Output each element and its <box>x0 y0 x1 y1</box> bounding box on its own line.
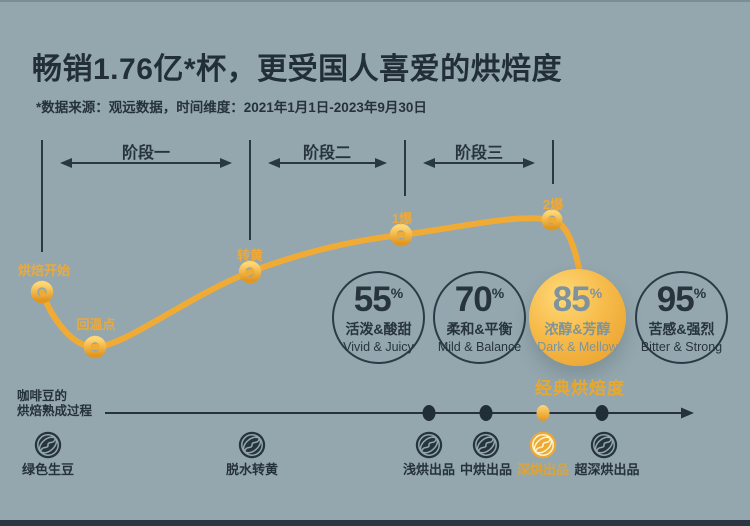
roast-level-english: Mild & Balance <box>437 339 522 354</box>
label-first-crack: 1爆 <box>391 211 413 226</box>
stage-arrow-2 <box>268 158 387 168</box>
curve-point-yellowing <box>238 260 262 284</box>
roast-level-english: Vivid & Juicy <box>343 339 414 354</box>
classic-roast-label: 经典烘焙度 <box>535 379 625 398</box>
curve-point-second-crack <box>541 209 563 231</box>
roast-level-english: Bitter & Strong <box>640 339 723 354</box>
roast-level-55-circle: 55% 活泼&酸甜 Vivid & Juicy <box>332 271 425 364</box>
curve-point-roast-start <box>30 280 54 304</box>
coffee-bean-icon <box>415 431 443 459</box>
roast-level-95-circle: 95% 苦感&强烈 Bitter & Strong <box>635 271 728 364</box>
label-roast-start: 烘焙开始 <box>17 263 71 278</box>
process-dot-extra-dark-roast <box>595 405 609 421</box>
stage-3-label: 阶段三 <box>454 145 504 162</box>
roast-level-chinese: 苦感&强烈 <box>648 320 715 337</box>
stage-2-label: 阶段二 <box>302 145 352 162</box>
process-label-light-roast: 浅烘出品 <box>402 462 456 477</box>
data-source-note: *数据来源：观远数据，时间维度：2021年1月1日-2023年9月30日 <box>36 100 427 115</box>
roast-level-chinese: 柔和&平衡 <box>446 320 513 337</box>
label-yellowing: 转黄 <box>236 248 264 263</box>
process-dot-light-roast <box>422 405 436 421</box>
roast-level-85-circle-highlight: 85% 浓醇&芳醇 Dark & Mellow <box>529 269 626 366</box>
roast-level-percent: 70% <box>454 279 505 319</box>
coffee-bean-icon <box>472 431 500 459</box>
roast-level-percent: 85% <box>552 279 603 319</box>
process-label-extra-dark: 超深烘出品 <box>574 462 640 477</box>
curve-point-first-crack <box>389 223 413 247</box>
coffee-bean-icon <box>34 431 62 459</box>
stage-arrow-3 <box>423 158 535 168</box>
stage-arrow-1 <box>60 158 232 168</box>
roast-level-english: Dark & Mellow <box>537 339 618 354</box>
process-label-dehydrate: 脱水转黄 <box>225 462 279 477</box>
process-axis-label: 咖啡豆的 烘焙熟成过程 <box>17 389 93 418</box>
label-turning-point: 回温点 <box>76 317 116 332</box>
process-dot-medium-roast <box>479 405 493 421</box>
bottom-edge-strip <box>0 520 750 526</box>
roast-level-percent: 55% <box>353 279 404 319</box>
process-dot-dark-roast <box>536 405 550 421</box>
label-second-crack: 2爆 <box>542 197 564 212</box>
top-edge-strip <box>0 0 750 2</box>
coffee-bean-gold-icon <box>529 431 557 459</box>
coffee-bean-icon <box>590 431 618 459</box>
roast-level-percent: 95% <box>656 279 707 319</box>
process-label-dark-roast: 深烘出品 <box>516 462 570 477</box>
process-label-green-bean: 绿色生豆 <box>21 462 75 477</box>
roast-level-70-circle: 70% 柔和&平衡 Mild & Balance <box>433 271 526 364</box>
stage-1-label: 阶段一 <box>121 145 171 162</box>
process-label-medium-roast: 中烘出品 <box>459 462 513 477</box>
roast-level-chinese: 浓醇&芳醇 <box>544 320 611 337</box>
roasting-curve <box>39 215 582 351</box>
coffee-bean-icon <box>238 431 266 459</box>
process-axis <box>105 407 694 419</box>
curve-point-turning-point <box>83 335 107 359</box>
page-title: 畅销1.76亿*杯，更受国人喜爱的烘焙度 <box>32 53 563 86</box>
roast-level-chinese: 活泼&酸甜 <box>345 320 412 337</box>
